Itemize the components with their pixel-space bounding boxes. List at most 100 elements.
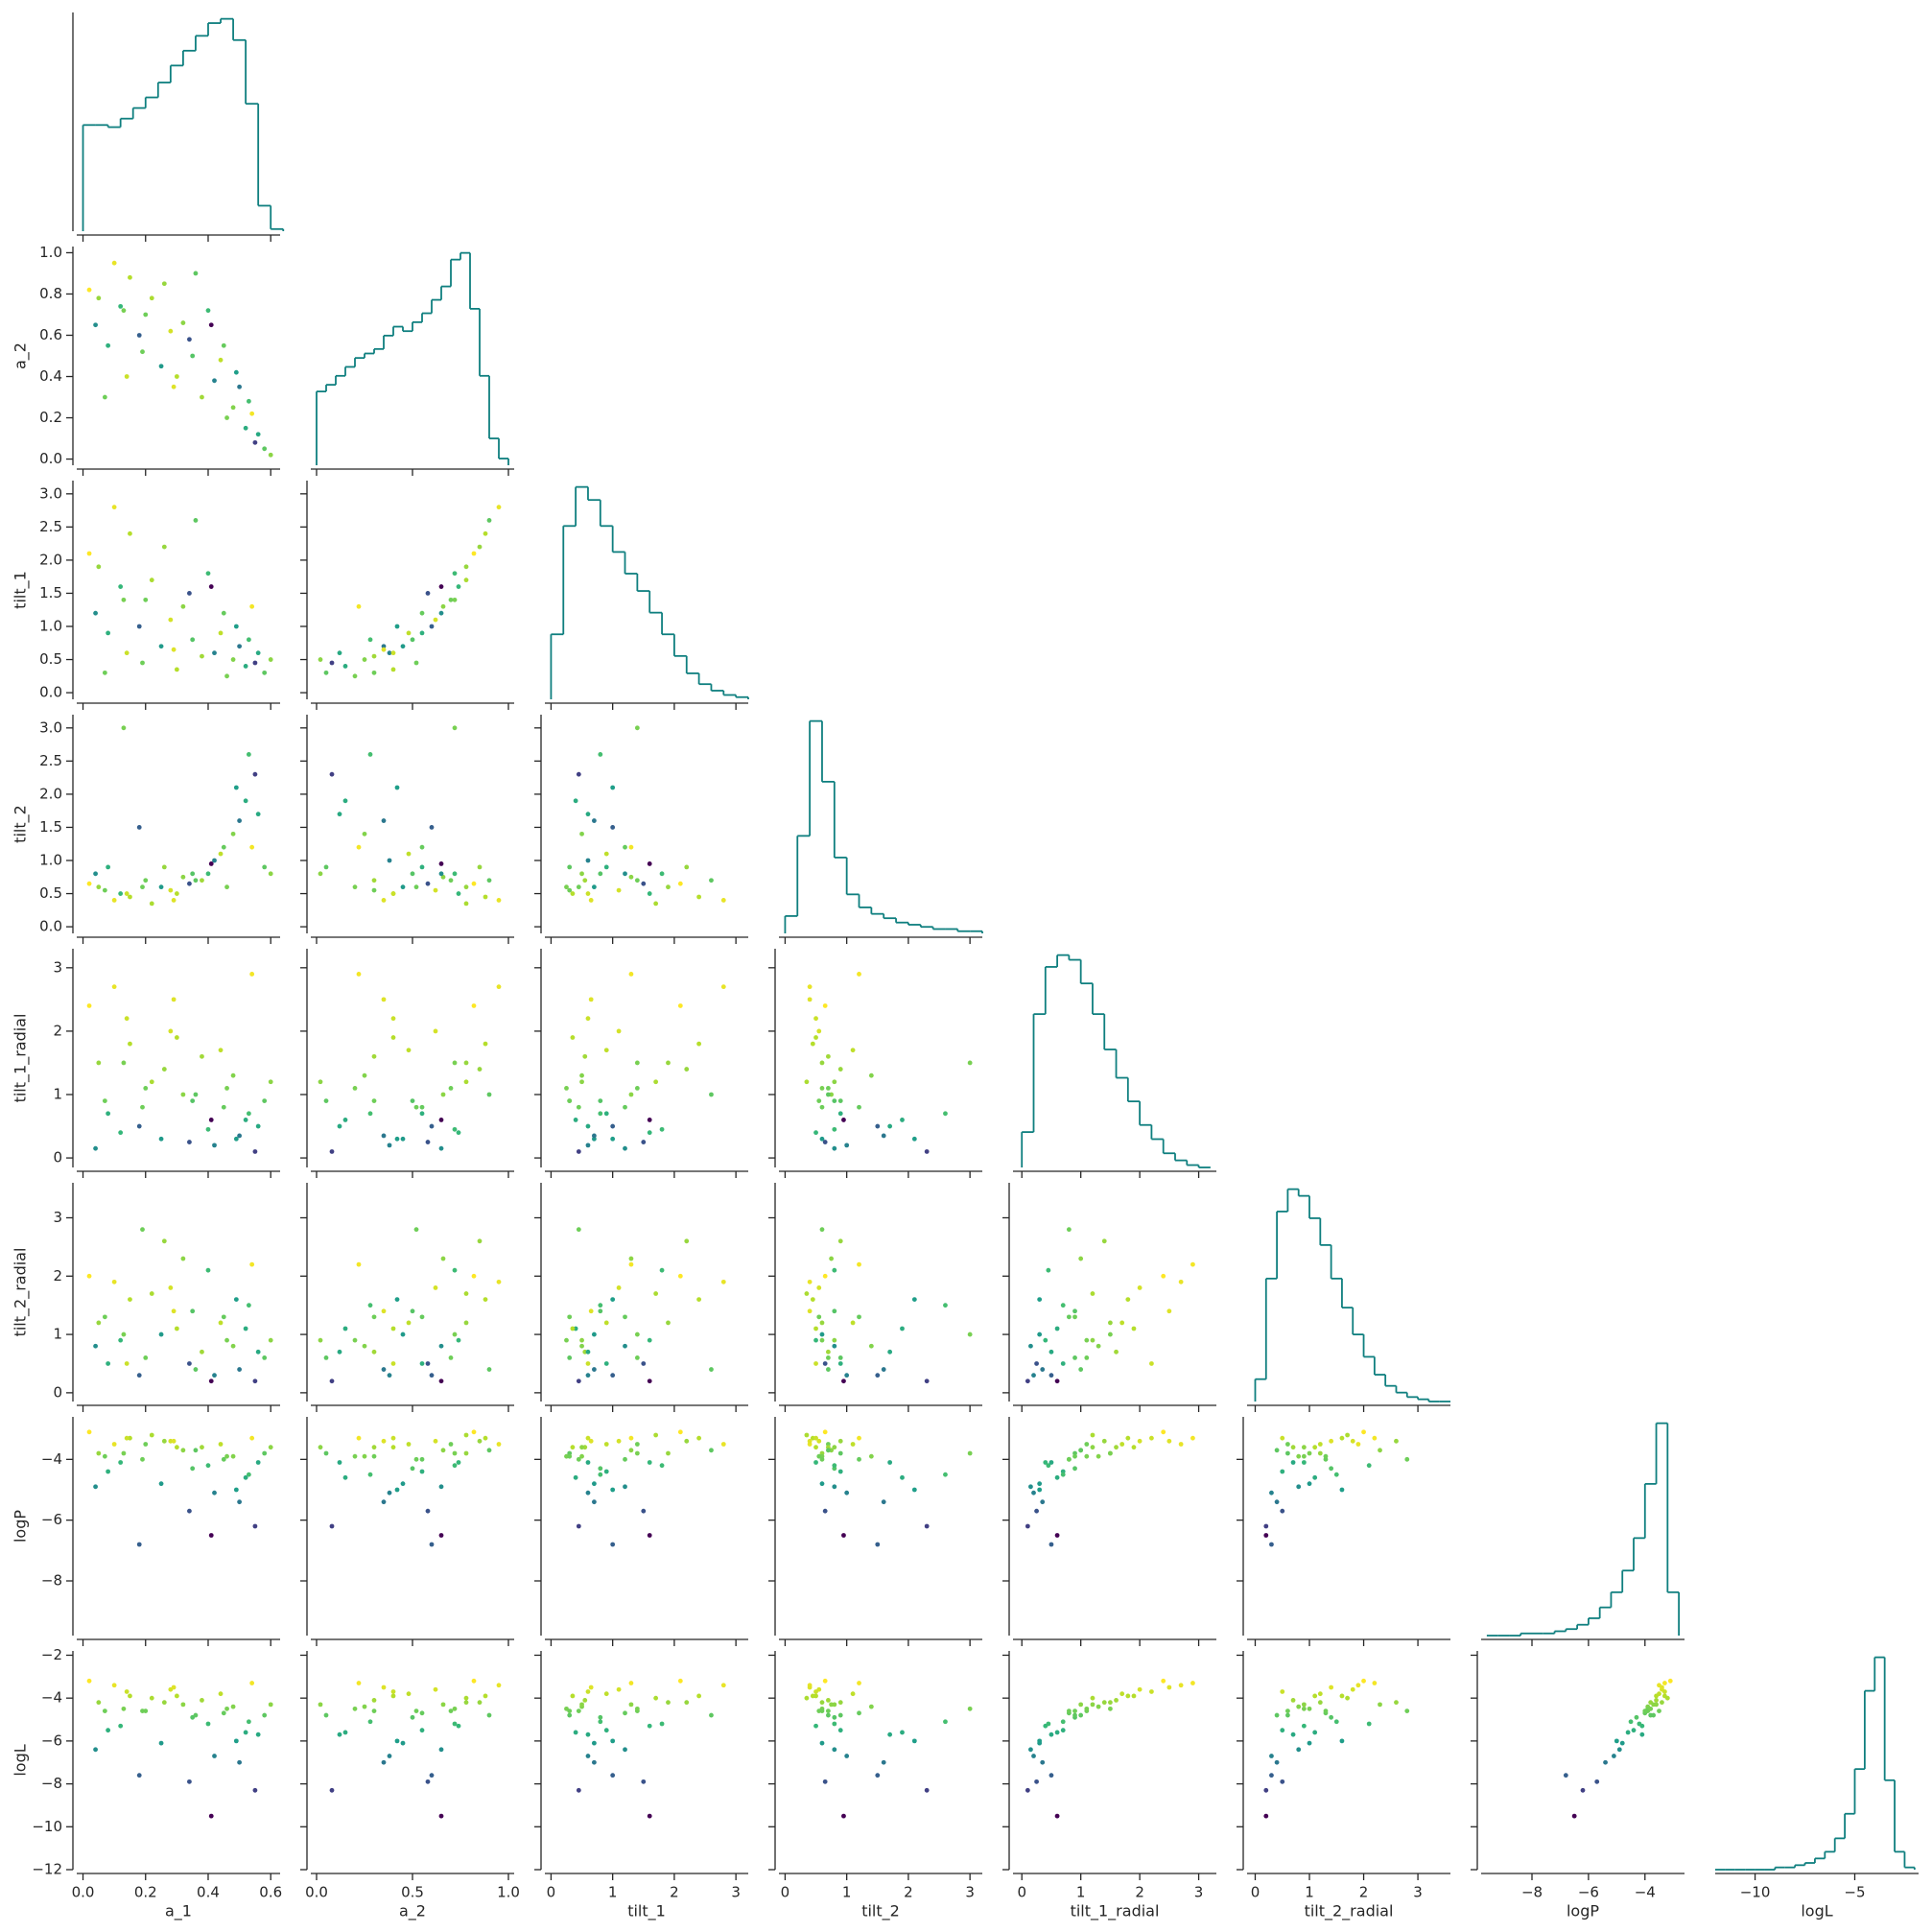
scatter-point [406, 1442, 412, 1447]
scatter-point [96, 1060, 102, 1066]
scatter-point [171, 997, 177, 1002]
scatter-point [943, 1111, 948, 1117]
scatter-point [180, 1256, 186, 1261]
scatter-point [1114, 1698, 1119, 1703]
scatter-point [816, 1098, 822, 1104]
scatter-point [255, 432, 261, 437]
scatter-point [1580, 1787, 1586, 1793]
scatter-point [410, 1466, 415, 1472]
scatter-point [1269, 1490, 1274, 1496]
scatter-point [268, 1445, 273, 1450]
scatter-point [1317, 1691, 1323, 1697]
scatter-point [841, 1378, 846, 1384]
scatter-point [628, 972, 634, 977]
scatter-point [390, 1361, 396, 1366]
scatter-point [381, 1367, 387, 1372]
scatter-point [598, 1098, 603, 1104]
scatter-panel: 0.0 0.2 0.4 0.6 0.8 1.0 [39, 244, 280, 476]
scatter-point [93, 1484, 98, 1490]
scatter-point [1290, 1698, 1296, 1703]
scatter-point [477, 544, 483, 550]
scatter-point [623, 844, 627, 850]
x-axis-label: a_1 [165, 1902, 192, 1921]
scatter-point [832, 1714, 837, 1720]
scatter-point [246, 1111, 251, 1117]
scatter-point [1114, 1445, 1119, 1450]
scatter-point [246, 1303, 251, 1308]
scatter-point [1296, 1453, 1302, 1459]
scatter-point [666, 1320, 671, 1326]
scatter-point [900, 1118, 905, 1122]
scatter-point [124, 650, 130, 656]
scatter-point [140, 1104, 145, 1110]
scatter-point [268, 1079, 273, 1085]
scatter-point [816, 1028, 822, 1034]
scatter-point [576, 1787, 581, 1793]
scatter-point [221, 1104, 226, 1110]
scatter-point [1301, 1445, 1307, 1450]
scatter-point [1048, 1373, 1054, 1378]
scatter-point [193, 271, 199, 276]
scatter-point [887, 1349, 893, 1355]
scatter-point [1639, 1732, 1645, 1737]
y-tick-label: 1.0 [39, 852, 62, 869]
scatter-point [174, 667, 179, 672]
scatter-point [579, 831, 584, 836]
scatter-point [576, 1456, 581, 1462]
scatter-point [1025, 1787, 1030, 1793]
scatter-point [1066, 1314, 1072, 1320]
x-tick-label: 1 [1305, 1884, 1314, 1901]
scatter-point [875, 1542, 881, 1547]
scatter-point [579, 871, 584, 877]
scatter-point [1317, 1450, 1323, 1456]
scatter-point [1054, 1533, 1060, 1538]
y-tick-label: 0 [53, 1383, 62, 1401]
scatter-panel [300, 715, 514, 944]
scatter-point [709, 1448, 714, 1453]
scatter-point [1048, 1773, 1054, 1779]
scatter-point [419, 1104, 425, 1110]
scatter-point [452, 1126, 458, 1132]
scatter-point [187, 1508, 192, 1514]
scatter-point [579, 1453, 584, 1459]
scatter-point [371, 1453, 377, 1459]
scatter-point [342, 1730, 348, 1735]
scatter-point [128, 1693, 132, 1699]
scatter-point [118, 1337, 124, 1343]
scatter-point [1084, 1355, 1090, 1360]
y-tick-label: 1 [53, 1326, 62, 1343]
scatter-point [1048, 1349, 1054, 1355]
scatter-point [1269, 1773, 1274, 1779]
scatter-point [249, 972, 255, 977]
scatter-point [1040, 1499, 1046, 1505]
scatter-point [413, 1227, 419, 1233]
scatter-point [149, 1291, 154, 1296]
scatter-point [136, 1123, 142, 1129]
scatter-point [121, 1331, 127, 1337]
scatter-point [224, 1453, 229, 1459]
scatter-point [371, 1098, 377, 1104]
scatter-point [463, 1060, 469, 1066]
scatter-point [362, 1704, 367, 1709]
scatter-point [591, 1499, 597, 1505]
y-tick-label: −4 [41, 1689, 62, 1707]
scatter-point [837, 1098, 843, 1104]
scatter-point [837, 1700, 843, 1706]
scatter-point [367, 637, 373, 643]
scatter-panel [300, 1417, 514, 1646]
scatter-point [381, 644, 387, 649]
scatter-point [483, 1297, 488, 1302]
scatter-point [193, 1712, 199, 1718]
scatter-point [371, 1445, 377, 1450]
histogram-panel [311, 251, 514, 476]
scatter-point [844, 1373, 850, 1378]
scatter-point [224, 415, 229, 420]
scatter-point [850, 1691, 856, 1697]
scatter-point [628, 1448, 634, 1453]
scatter-point [440, 603, 446, 609]
scatter-point [588, 1438, 594, 1444]
scatter-point [387, 1754, 392, 1758]
scatter-point [832, 1445, 837, 1450]
scatter-point [337, 1123, 342, 1129]
